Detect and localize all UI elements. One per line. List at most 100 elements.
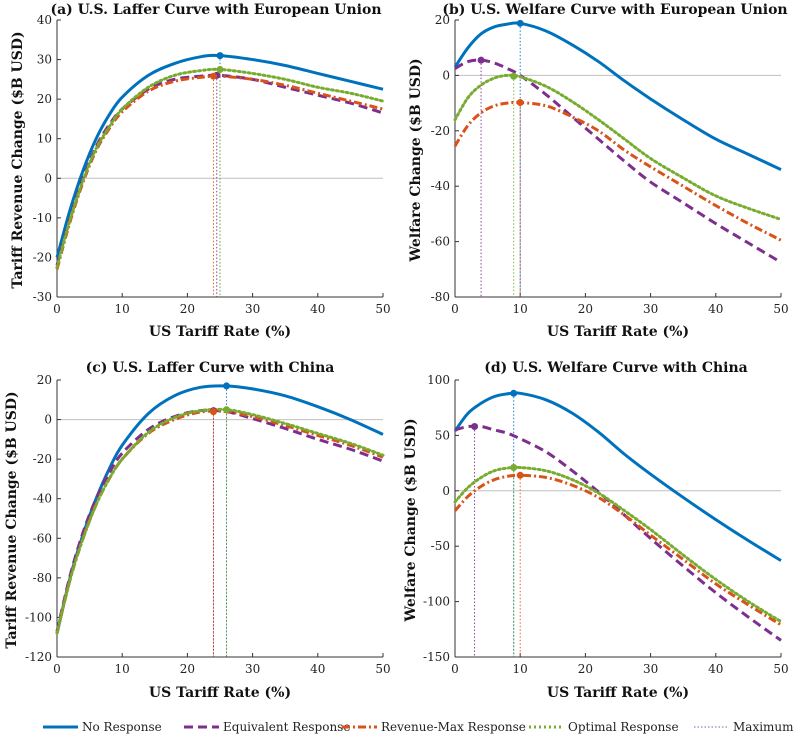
maximum-point-optimal-response xyxy=(223,406,231,414)
y-tick-label: 30 xyxy=(37,53,52,67)
plot-area: 0 10 20 30 40 50 -80 -60 -40 -20 0 20 xyxy=(431,13,789,316)
legend-label-no-response: No Response xyxy=(82,720,162,734)
y-axis-label: Tariff Revenue Change ($B USD) xyxy=(10,31,26,288)
y-axis-label: Welfare Change ($B USD) xyxy=(403,418,419,622)
y-tick-label: 100 xyxy=(427,373,450,387)
x-tick-label: 10 xyxy=(115,662,130,676)
series-line-revenue-max-response xyxy=(55,409,384,634)
y-tick-label: -10 xyxy=(33,211,52,225)
maximum-point-equivalent-response xyxy=(477,56,485,64)
maximum-point-optimal-response xyxy=(216,65,224,73)
panel-d: (d) U.S. Welfare Curve with China US Tar… xyxy=(403,360,789,701)
y-tick-label: 0 xyxy=(44,171,52,185)
panel-title: (c) U.S. Laffer Curve with China xyxy=(86,360,335,376)
y-tick-label: 40 xyxy=(37,13,52,27)
panel-c: (c) U.S. Laffer Curve with China US Tari… xyxy=(4,360,391,701)
series-line-revenue-max-response xyxy=(453,473,782,627)
x-tick-label: 30 xyxy=(245,662,260,676)
y-tick-label: -20 xyxy=(431,124,450,138)
legend-label-maximum: Maximum xyxy=(733,720,793,734)
panel-title: (b) U.S. Welfare Curve with European Uni… xyxy=(442,2,787,18)
y-tick-label: -60 xyxy=(33,531,52,545)
y-tick-label: -150 xyxy=(423,650,450,664)
panel-title: (d) U.S. Welfare Curve with China xyxy=(484,360,748,376)
x-tick-label: 50 xyxy=(375,302,390,316)
x-tick-label: 20 xyxy=(180,302,195,316)
maximum-point-revenue-max-response xyxy=(209,408,217,416)
x-axis-label: US Tariff Rate (%) xyxy=(149,685,291,701)
series-line-optimal-response xyxy=(453,73,783,221)
y-axis-label: Tariff Revenue Change ($B USD) xyxy=(4,391,20,648)
x-tick-label: 50 xyxy=(773,302,788,316)
x-tick-label: 0 xyxy=(53,662,61,676)
series-line-optimal-response xyxy=(55,407,385,635)
plot-area: 0 10 20 30 40 50 -150 -100 -50 0 50 100 xyxy=(423,373,789,676)
series-line-optimal-response xyxy=(55,67,385,269)
y-tick-label: 20 xyxy=(37,92,52,106)
y-tick-label: -120 xyxy=(25,650,52,664)
x-tick-label: 0 xyxy=(53,302,61,316)
series-line-equivalent-response xyxy=(55,408,384,632)
x-axis-label: US Tariff Rate (%) xyxy=(547,324,689,340)
maximum-point-no-response xyxy=(216,52,224,60)
y-tick-label: -60 xyxy=(431,235,450,249)
y-tick-label: -40 xyxy=(431,179,450,193)
x-tick-label: 0 xyxy=(451,302,459,316)
y-tick-label: -40 xyxy=(33,492,52,506)
y-tick-label: -50 xyxy=(431,539,450,553)
x-tick-label: 10 xyxy=(513,662,528,676)
plot-area: 0 10 20 30 40 50 -120 -100 -80 -60 -40 -20 0 20 xyxy=(25,373,391,676)
y-tick-label: 10 xyxy=(37,132,52,146)
y-tick-label: -80 xyxy=(431,290,450,304)
series-line-no-response xyxy=(55,384,384,634)
x-tick-label: 10 xyxy=(115,302,130,316)
series-line-equivalent-response xyxy=(454,58,782,264)
series-line-equivalent-response xyxy=(454,424,782,642)
x-axis-label: US Tariff Rate (%) xyxy=(547,685,689,701)
maximum-point-revenue-max-response xyxy=(516,471,524,479)
series-line-no-response xyxy=(55,53,384,258)
x-tick-label: 40 xyxy=(708,302,723,316)
x-tick-label: 50 xyxy=(773,662,788,676)
panel-title: (a) U.S. Laffer Curve with European Unio… xyxy=(50,2,381,18)
legend-label-revenue-max-response: Revenue-Max Response xyxy=(381,720,526,734)
maximum-point-equivalent-response xyxy=(471,423,479,431)
y-tick-label: 20 xyxy=(435,13,450,27)
y-axis-label: Welfare Change ($B USD) xyxy=(408,58,424,262)
x-tick-label: 30 xyxy=(643,662,658,676)
y-tick-label: 50 xyxy=(435,428,450,442)
series-line-optimal-response xyxy=(453,465,783,624)
series-line-no-response xyxy=(453,391,782,562)
y-tick-label: -30 xyxy=(33,290,52,304)
y-tick-label: -100 xyxy=(423,595,450,609)
maximum-point-no-response xyxy=(516,19,524,27)
x-tick-label: 10 xyxy=(513,302,528,316)
series-line-no-response xyxy=(453,21,782,171)
x-tick-label: 40 xyxy=(310,662,325,676)
y-tick-label: -100 xyxy=(25,610,52,624)
x-tick-label: 20 xyxy=(578,302,593,316)
y-tick-label: -20 xyxy=(33,452,52,466)
x-tick-label: 20 xyxy=(578,662,593,676)
x-tick-label: 30 xyxy=(643,302,658,316)
plot-area: 0 10 20 30 40 50 -30 -20 -10 0 10 20 30 40 xyxy=(33,13,391,316)
x-tick-label: 40 xyxy=(310,302,325,316)
y-tick-label: -80 xyxy=(33,571,52,585)
x-tick-label: 40 xyxy=(708,662,723,676)
x-tick-label: 0 xyxy=(451,662,459,676)
legend-label-equivalent-response: Equivalent Response xyxy=(223,720,350,734)
panel-a: (a) U.S. Laffer Curve with European Unio… xyxy=(10,2,391,340)
y-tick-label: 20 xyxy=(37,373,52,387)
y-tick-label: -20 xyxy=(33,250,52,264)
y-tick-label: 0 xyxy=(442,68,450,82)
x-tick-label: 30 xyxy=(245,302,260,316)
y-tick-label: 0 xyxy=(44,413,52,427)
legend: No Response Equivalent Response Revenue-… xyxy=(43,720,793,734)
panel-b: (b) U.S. Welfare Curve with European Uni… xyxy=(408,2,789,340)
maximum-point-revenue-max-response xyxy=(209,72,217,80)
x-axis-label: US Tariff Rate (%) xyxy=(149,324,291,340)
x-tick-label: 50 xyxy=(375,662,390,676)
maximum-point-optimal-response xyxy=(510,464,518,472)
maximum-point-no-response xyxy=(510,389,518,397)
